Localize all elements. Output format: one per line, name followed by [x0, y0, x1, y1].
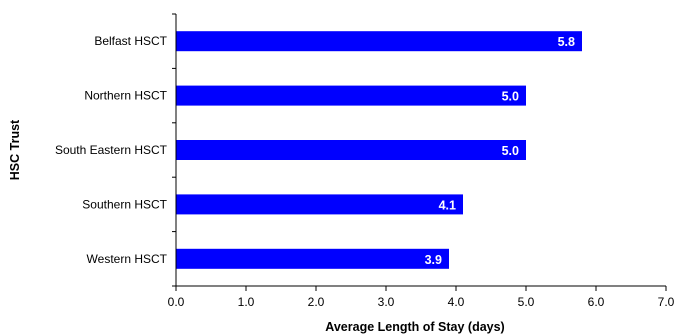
- x-tick-label: 3.0: [378, 295, 395, 309]
- x-tick-label: 0.0: [168, 295, 185, 309]
- x-tick-label: 5.0: [518, 295, 535, 309]
- data-label: 4.1: [439, 198, 456, 212]
- data-label: 5.0: [502, 144, 519, 158]
- x-tick-label: 1.0: [238, 295, 255, 309]
- category-label: Southern HSCT: [82, 197, 167, 211]
- bar: [176, 140, 526, 160]
- bar: [176, 85, 526, 106]
- y-axis-title: HSC Trust: [8, 119, 22, 180]
- category-label: Western HSCT: [87, 252, 168, 266]
- data-label: 3.9: [425, 253, 442, 267]
- bars-group: [176, 31, 582, 269]
- bar: [176, 31, 582, 52]
- y-axis-ticks: [172, 13, 176, 287]
- x-tick-label: 2.0: [308, 295, 325, 309]
- category-label: Belfast HSCT: [94, 34, 167, 48]
- category-labels: Belfast HSCT Northern HSCT South Eastern H…: [55, 34, 168, 266]
- category-label: Northern HSCT: [84, 89, 167, 103]
- data-labels-group: 5.8 5.0 5.0 4.1 3.9: [425, 35, 575, 267]
- category-label: South Eastern HSCT: [55, 143, 168, 157]
- bar: [176, 248, 449, 269]
- data-label: 5.8: [558, 35, 575, 49]
- x-tick-label: 7.0: [658, 295, 675, 309]
- x-axis-title: Average Length of Stay (days): [325, 320, 504, 334]
- x-tick-label: 4.0: [448, 295, 465, 309]
- x-tick-labels: 0.0 1.0 2.0 3.0 4.0 5.0 6.0 7.0: [168, 295, 675, 309]
- bar: [176, 194, 463, 215]
- data-label: 5.0: [502, 90, 519, 104]
- x-tick-label: 6.0: [588, 295, 605, 309]
- x-axis-ticks: [175, 286, 667, 291]
